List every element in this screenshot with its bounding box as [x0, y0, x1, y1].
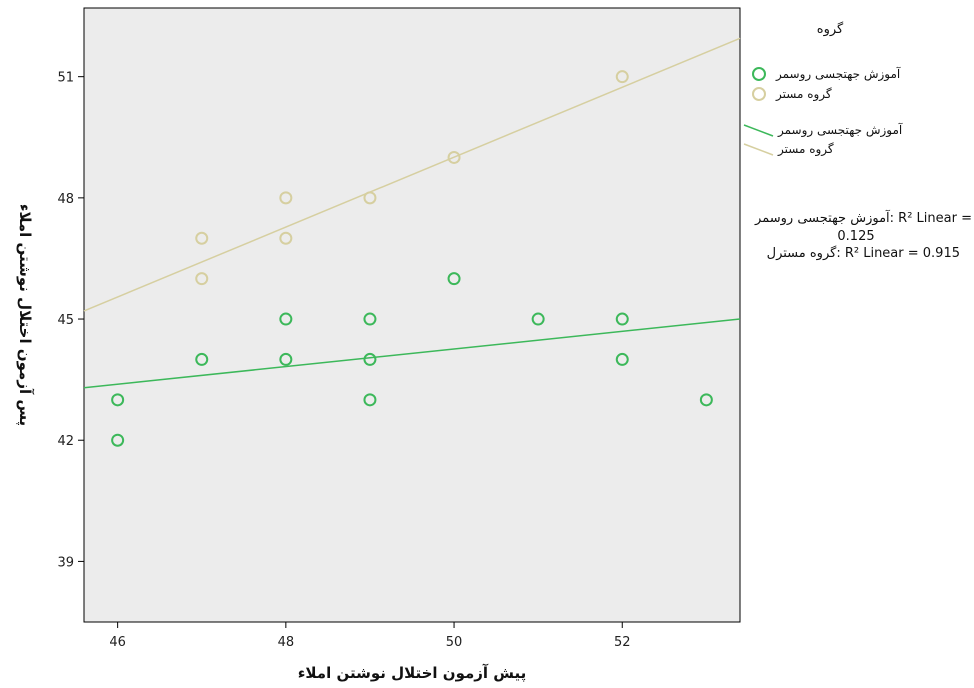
data-point-series-1	[363, 312, 377, 326]
data-point-series-1	[363, 352, 377, 366]
data-point-series-1	[195, 352, 209, 366]
data-point-series-1	[615, 312, 629, 326]
x-tick-label: 46	[109, 635, 126, 650]
data-point-series-1	[699, 393, 713, 407]
data-points	[111, 70, 713, 447]
plot-area	[83, 7, 741, 623]
x-tick-label: 50	[446, 635, 463, 650]
legend-line-label-1: آموزش جهتجسی روسمر	[777, 122, 903, 138]
data-point-series-1	[111, 433, 125, 447]
legend-marker-series-1	[752, 67, 766, 81]
fit-line-series-1	[83, 318, 741, 389]
x-axis-title: پیش آزمون اختلال نوشتن املاء	[298, 664, 527, 683]
data-point-series-2	[195, 231, 209, 245]
legend-marker-series-2	[752, 87, 766, 101]
y-axis-ticks: 39 42 45 48 51	[57, 71, 84, 570]
legend-line-series-1	[743, 124, 774, 137]
data-point-series-1	[279, 312, 293, 326]
fit-lines	[83, 37, 741, 389]
legend: گروه آموزش جهتجسی روسمر گروه مستر آموزش …	[743, 21, 972, 261]
legend-line-series-2	[743, 143, 774, 156]
y-axis-title: پس آزمون اختلال نوشتن املاء	[15, 204, 34, 426]
r2-line-1: آموزش جهتجسی روسمر: R² Linear =	[754, 209, 972, 226]
y-tick-label: 51	[57, 71, 74, 86]
fit-line-series-2	[83, 37, 741, 312]
legend-marker-label-2: گروه مستر	[775, 87, 832, 102]
data-point-series-2	[279, 191, 293, 205]
legend-title: گروه	[817, 21, 844, 37]
legend-line-label-2: گروه مستر	[777, 142, 834, 157]
y-tick-label: 45	[57, 313, 74, 328]
y-tick-label: 39	[57, 555, 74, 570]
data-point-series-1	[447, 272, 461, 286]
data-point-series-2	[195, 272, 209, 286]
data-point-series-2	[615, 70, 629, 84]
y-tick-label: 42	[57, 434, 74, 449]
x-axis-ticks: 46 48 50 52	[109, 622, 631, 650]
x-tick-label: 52	[614, 635, 631, 650]
data-point-series-2	[447, 150, 461, 164]
r2-line-2: 0.125	[837, 229, 874, 244]
data-point-series-2	[363, 191, 377, 205]
y-tick-label: 48	[57, 192, 74, 207]
data-point-series-2	[279, 231, 293, 245]
legend-marker-label-1: آموزش جهتجسی روسمر	[775, 66, 901, 82]
data-point-series-1	[615, 352, 629, 366]
data-point-series-1	[279, 352, 293, 366]
x-tick-label: 48	[278, 635, 295, 650]
data-point-series-1	[363, 393, 377, 407]
data-point-series-1	[531, 312, 545, 326]
data-point-series-1	[111, 393, 125, 407]
r2-line-3: گروه مسترل: R² Linear = 0.915	[767, 245, 960, 261]
